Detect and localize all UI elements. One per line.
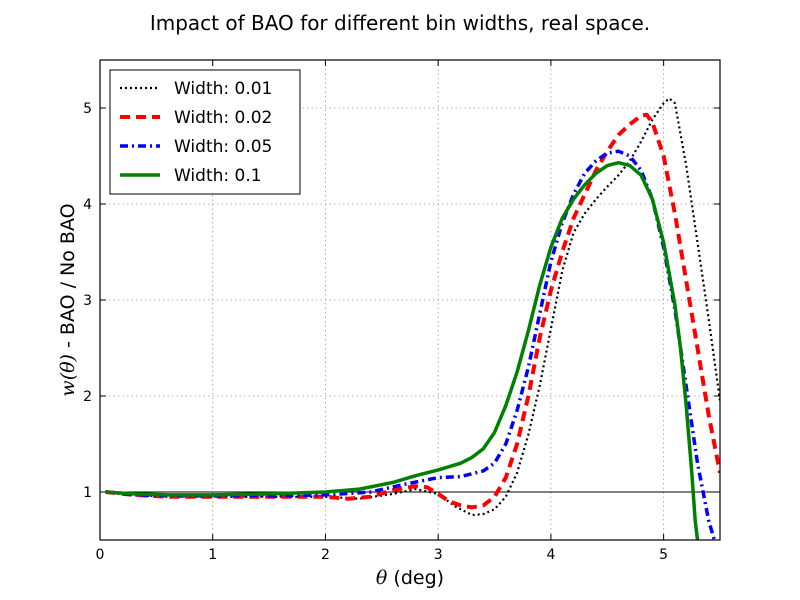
y-tick-label: 3 (83, 293, 92, 309)
x-tick-label: 0 (96, 547, 105, 563)
series-line-3 (105, 149, 717, 540)
legend-label-1: Width: 0.01 (174, 79, 272, 99)
legend-label-3: Width: 0.05 (174, 137, 272, 157)
series-line-1 (105, 97, 720, 517)
legend: Width: 0.01 Width: 0.02 Width: 0.05 Width: … (109, 69, 301, 195)
legend-label-2: Width: 0.02 (174, 108, 272, 128)
y-tick-label: 4 (83, 197, 92, 213)
y-tick-label: 2 (83, 389, 92, 405)
axis-ticks: 0 1 2 3 4 5 1 2 3 4 5 (83, 60, 720, 563)
y-axis-label: w(θ) - BAO / No BAO (57, 203, 79, 396)
y-axis-label-math: w(θ) (57, 354, 79, 397)
x-tick-label: 4 (546, 547, 555, 563)
y-axis-label-text: - BAO / No BAO (57, 203, 79, 354)
grid (100, 60, 720, 540)
x-tick-label: 1 (208, 547, 217, 563)
y-tick-label: 1 (83, 485, 92, 501)
series-group (105, 97, 720, 540)
series-line-2 (105, 112, 720, 510)
x-tick-label: 3 (434, 547, 443, 563)
x-tick-label: 2 (321, 547, 330, 563)
x-tick-label: 5 (659, 547, 668, 563)
x-axis-label-text: (deg) (387, 567, 444, 589)
y-tick-label: 5 (83, 101, 92, 117)
series-line-4 (105, 160, 700, 540)
x-axis-label-math: θ (376, 567, 388, 589)
legend-label-4: Width: 0.1 (174, 166, 262, 186)
chart-title: Impact of BAO for different bin widths, … (150, 11, 650, 35)
x-axis-label: θ (deg) (376, 567, 444, 589)
